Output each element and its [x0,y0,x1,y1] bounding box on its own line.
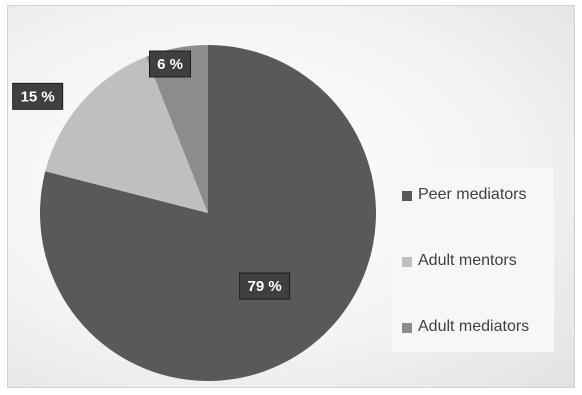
legend-swatch-adult-mentors [402,257,412,267]
legend-item-adult-mentors: Adult mentors [402,242,554,308]
data-label-text: 15 % [21,88,55,105]
legend-swatch-adult-mediators [402,323,412,333]
legend-label-adult-mediators: Adult mediators [418,318,530,335]
pie-slice-adult-mediators [146,45,208,213]
data-label-text: 79 % [248,278,282,295]
data-label-box [239,272,291,300]
data-label-adult-mentors: 15 % [12,82,64,110]
pie-slice-peer-mediators [39,45,376,381]
legend: Peer mediators Adult mentors Adult media… [392,168,554,352]
legend-item-adult-mediators: Adult mediators [402,308,554,374]
pie-slice-adult-mentors [45,56,208,214]
data-label-adult-mediators: 6 % [149,50,191,78]
chart-frame: 79 % 15 % 6 % Peer mediators Adult mentors… [7,5,575,388]
legend-label-adult-mentors: Adult mentors [418,252,517,269]
legend-item-peer-mediators: Peer mediators [402,176,554,242]
data-label-text: 6 % [157,56,183,73]
data-label-box [12,82,64,110]
legend-label-peer-mediators: Peer mediators [418,186,527,203]
data-label-box [149,50,191,78]
data-labels: 79 % 15 % 6 % [12,50,291,300]
legend-swatch-peer-mediators [402,191,412,201]
pie-slices [39,45,376,381]
pie-chart: 79 % 15 % 6 % [12,45,376,381]
data-label-peer-mediators: 79 % [239,272,291,300]
